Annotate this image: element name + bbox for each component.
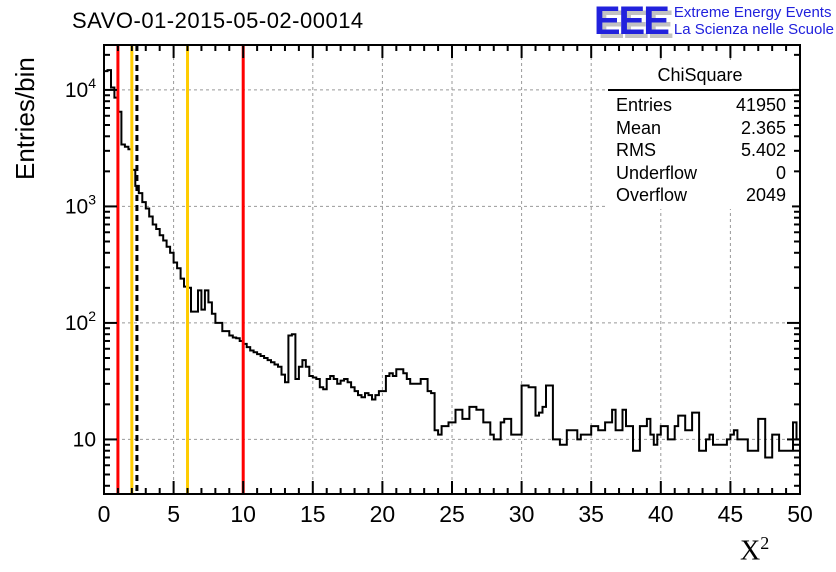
stats-row-underflow: Underflow 0 (616, 162, 786, 183)
stats-row-entries: Entries 41950 (616, 95, 786, 115)
cut-lines (116, 45, 245, 494)
histogram-outline (104, 69, 800, 459)
stats-box-title: ChiSquare (608, 63, 792, 91)
x-tick-label: 50 (787, 501, 813, 527)
x-tick-label: 15 (300, 501, 326, 527)
eee-logo-letters: EEE (593, 0, 670, 43)
x-tick-label: 45 (718, 501, 744, 527)
y-tick-labels: 10 102 103 104 (65, 75, 96, 451)
eee-logo: EEE Extreme Energy Events La Scienza nel… (593, 0, 834, 43)
axis-ticks (103, 45, 801, 494)
stats-row-rms: RMS 5.402 (616, 140, 786, 160)
x-tick-label: 40 (648, 501, 674, 527)
stats-box: ChiSquare Entries 41950 Mean 2.365 RMS 5… (608, 63, 792, 209)
eee-logo-line2: La Scienza nelle Scuole (673, 21, 834, 38)
y-tick-label: 102 (65, 308, 96, 335)
x-axis-title-sup: 2 (760, 533, 770, 553)
x-axis-title-base: X (740, 535, 761, 567)
x-tick-labels: 0 5 10 15 20 25 30 35 40 45 50 (98, 501, 813, 527)
stats-row-overflow: Overflow 2049 (616, 185, 786, 205)
y-tick-label: 103 (65, 191, 96, 218)
x-axis-title: X2 (740, 533, 769, 567)
y-axis-title: Entries/bin (10, 57, 40, 180)
x-tick-label: 20 (370, 501, 396, 527)
eee-logo-line1: Extreme Energy Events (673, 4, 832, 21)
x-tick-label: 25 (439, 501, 465, 527)
y-tick-label: 10 (73, 428, 96, 451)
x-tick-label: 35 (578, 501, 604, 527)
x-tick-label: 5 (167, 501, 180, 527)
stats-box-rows: Entries 41950 Mean 2.365 RMS 5.402 Under… (608, 91, 792, 209)
x-tick-label: 10 (230, 501, 256, 527)
x-tick-label: 30 (509, 501, 535, 527)
stats-row-mean: Mean 2.365 (616, 117, 786, 138)
eee-logo-text: Extreme Energy Events La Scienza nelle S… (674, 4, 834, 38)
x-tick-label: 0 (98, 501, 111, 527)
page-title: SAVO-01-2015-05-02-00014 (72, 8, 364, 33)
y-tick-label: 104 (65, 75, 96, 102)
